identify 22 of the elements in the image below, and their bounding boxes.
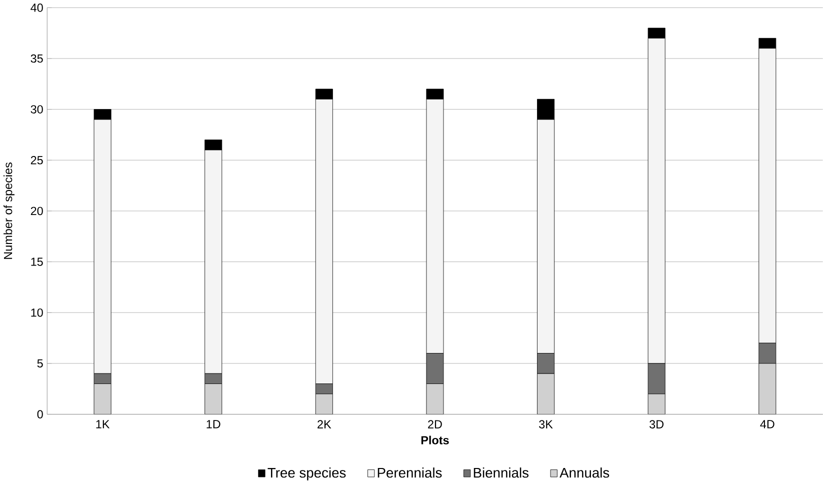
y-tick-label: 20: [30, 206, 43, 215]
x-tick-label: 4D: [760, 420, 774, 428]
y-tick-label: 35: [30, 54, 43, 62]
y-tick-label: 5: [37, 359, 43, 368]
legend-label: Tree species: [268, 467, 346, 480]
x-tick-label: 2D: [428, 420, 442, 428]
x-tick-label: 1K: [96, 420, 110, 428]
x-tick-label: 3K: [539, 420, 553, 428]
legend-label: Perennials: [378, 467, 442, 478]
y-tick-label: 40: [30, 3, 43, 12]
y-tick-label: 25: [30, 156, 43, 164]
legend-label: Biennials: [474, 467, 528, 478]
x-tick-label: 3D: [650, 420, 664, 428]
y-tick-label: 0: [37, 410, 43, 418]
y-tick-label: 30: [30, 104, 43, 114]
x-axis-title: Plots: [421, 436, 449, 444]
x-tick-label: 1D: [206, 420, 220, 428]
y-tick-label: 10: [31, 308, 43, 317]
y-tick-label: 15: [31, 258, 43, 266]
legend-label: Annuals: [560, 467, 610, 478]
y-axis-title: Number of species: [4, 162, 14, 259]
x-tick-label: 2K: [318, 420, 332, 428]
